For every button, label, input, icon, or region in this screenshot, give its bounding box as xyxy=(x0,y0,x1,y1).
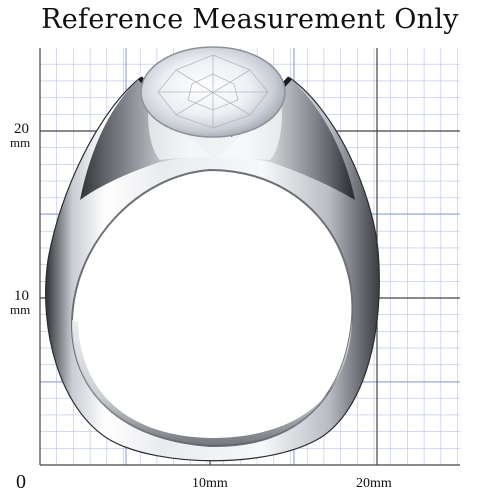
x-label-20mm: 20mm xyxy=(356,476,392,491)
ring-image xyxy=(45,46,380,462)
y-label-20-unit: mm xyxy=(10,135,30,150)
ring-center-plate xyxy=(148,90,282,160)
page-title: Reference Measurement Only xyxy=(41,4,459,35)
y-label-10-unit: mm xyxy=(10,302,30,317)
origin-label: 0 xyxy=(16,471,26,493)
y-label-10-value: 10 xyxy=(14,288,29,304)
y-label-20-value: 20 xyxy=(14,121,29,137)
gemstone-facets xyxy=(157,54,269,129)
x-label-10mm: 10mm xyxy=(192,476,228,491)
